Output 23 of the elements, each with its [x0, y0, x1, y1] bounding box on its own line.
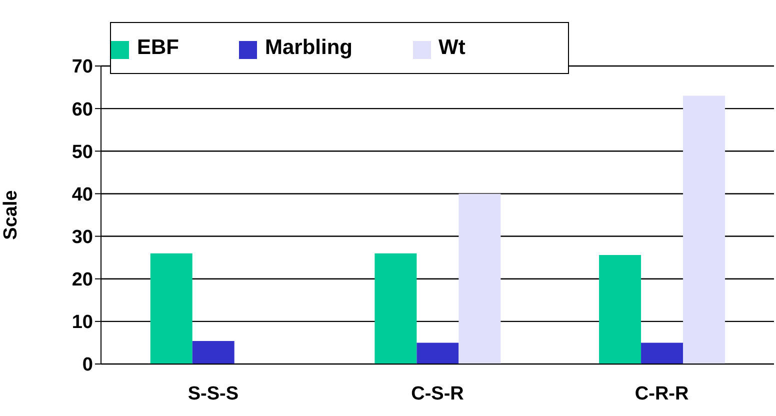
legend-label: EBF	[137, 36, 179, 59]
bar	[599, 255, 642, 364]
y-tick-label: 40	[72, 184, 93, 206]
y-axis-title: Scale	[0, 190, 22, 240]
bar	[683, 96, 726, 364]
bar	[374, 253, 417, 364]
bar	[416, 342, 459, 364]
x-tick-label: C-R-R	[634, 383, 690, 404]
y-tick-label: 30	[72, 227, 93, 248]
legend-label: Marbling	[265, 36, 352, 59]
y-tick-label: 50	[72, 142, 93, 163]
bar	[150, 253, 192, 364]
y-tick-label: 0	[82, 354, 93, 376]
y-tick-label: 70	[72, 56, 93, 78]
y-tick-label: 10	[72, 312, 93, 334]
bar	[458, 194, 501, 364]
bar	[192, 341, 234, 364]
legend-label: Wt	[438, 36, 466, 59]
y-tick-label: 20	[72, 270, 93, 291]
x-tick-label: S-S-S	[188, 383, 239, 404]
x-tick-label: C-S-R	[411, 383, 464, 404]
y-tick-label: 60	[72, 99, 93, 120]
bar	[641, 342, 684, 364]
